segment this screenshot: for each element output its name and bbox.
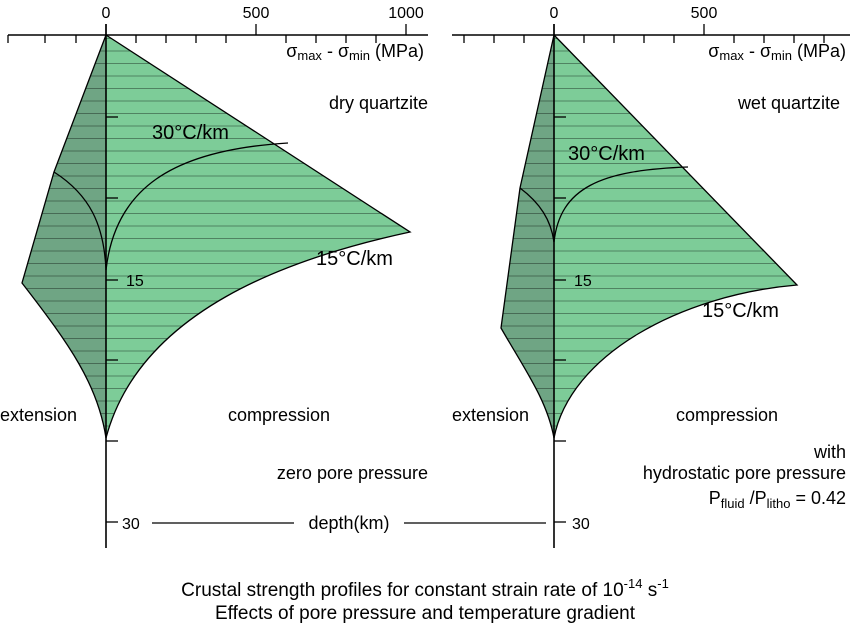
condition-label: zero pore pressure: [277, 463, 428, 483]
gradient-15-label: 15°C/km: [702, 300, 779, 322]
x-tick-500: 500: [243, 5, 270, 22]
depth-tick-30: 30: [572, 516, 590, 533]
condition-label-line1: with: [813, 442, 846, 462]
compression-envelope-dry: [105, 34, 412, 439]
x-tick-1000: 1000: [388, 5, 424, 22]
compression-label: compression: [676, 405, 778, 425]
x-tick-0: 0: [102, 5, 111, 22]
panel-dry-quartzite: 0 500 1000 σmax - σmin (MPa) 15 30 dry q…: [0, 5, 428, 548]
pressure-ratio-label: Pfluid /Plitho = 0.42: [709, 488, 846, 511]
figure-caption-line2: Effects of pore pressure and temperature…: [215, 603, 636, 624]
gradient-30-curve-extension: [53, 171, 107, 271]
gradient-30-label: 30°C/km: [568, 143, 645, 165]
compression-envelope-wet: [553, 34, 799, 439]
depth-tick-30: 30: [122, 516, 140, 533]
gradient-30-curve-extension: [519, 187, 555, 243]
depth-axis-label: depth(km): [308, 513, 389, 533]
extension-label: extension: [0, 405, 77, 425]
condition-label-line2: hydrostatic pore pressure: [643, 463, 846, 483]
gradient-30-curve-compression: [105, 142, 289, 271]
compression-label: compression: [228, 405, 330, 425]
extension-envelope-wet: [500, 34, 555, 439]
hatching: [22, 35, 106, 438]
depth-tick-15: 15: [126, 273, 144, 290]
depth-axis-ticks: [554, 116, 566, 523]
extension-label: extension: [452, 405, 529, 425]
material-label: dry quartzite: [329, 93, 428, 113]
gradient-30-curve-compression: [553, 166, 689, 243]
extension-envelope-dry: [21, 34, 107, 439]
stress-axis-label: σmax - σmin (MPa): [708, 41, 846, 63]
hatching: [501, 35, 554, 438]
depth-tick-15: 15: [574, 273, 592, 290]
figure-caption-line1: Crustal strength profiles for constant s…: [181, 576, 669, 601]
gradient-15-label: 15°C/km: [316, 248, 393, 270]
gradient-30-label: 30°C/km: [152, 122, 229, 144]
material-label: wet quartzite: [737, 93, 840, 113]
stress-axis-label: σmax - σmin (MPa): [286, 41, 424, 63]
x-tick-500: 500: [691, 5, 718, 22]
x-tick-0: 0: [550, 5, 559, 22]
depth-axis-ticks: [106, 116, 118, 523]
panel-wet-quartzite: 0 500 σmax - σmin (MPa) 15 30 wet quartz…: [452, 5, 850, 548]
